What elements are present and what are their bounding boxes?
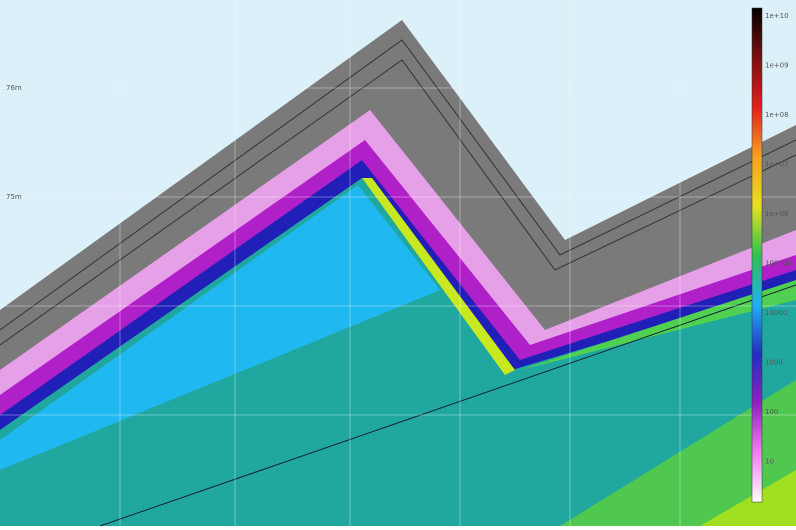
boundary [99, 284, 796, 527]
colorbar-label: 1e+10 [765, 12, 789, 20]
colorbar-label: 1e+07 [765, 161, 789, 169]
colorbar-label: 1e+06 [765, 210, 789, 218]
low-zone [700, 470, 796, 526]
low-zone [560, 380, 796, 526]
fill-high [0, 185, 440, 470]
labels: 1e+10 1e+09 1e+08 1e+07 1e+06 100000 10000 1000… [6, 12, 792, 466]
edge [362, 178, 515, 375]
axis-label: 76m [6, 84, 22, 92]
layer-line [0, 59, 796, 346]
colorbar-label: 100000 [765, 260, 792, 268]
colorbar-label: 10000 [765, 309, 787, 317]
colorbar-label: 100 [765, 408, 778, 416]
colorbar-label: 1e+09 [765, 62, 789, 70]
edge [520, 280, 796, 370]
axis-label: 75m [6, 193, 22, 201]
layer-line [0, 39, 796, 331]
colorbar-label: 10 [765, 458, 774, 466]
colorbar-label: 1000 [765, 359, 783, 367]
fill [0, 178, 796, 526]
colorbar-label: 1e+08 [765, 111, 789, 119]
colorbar [751, 7, 763, 503]
